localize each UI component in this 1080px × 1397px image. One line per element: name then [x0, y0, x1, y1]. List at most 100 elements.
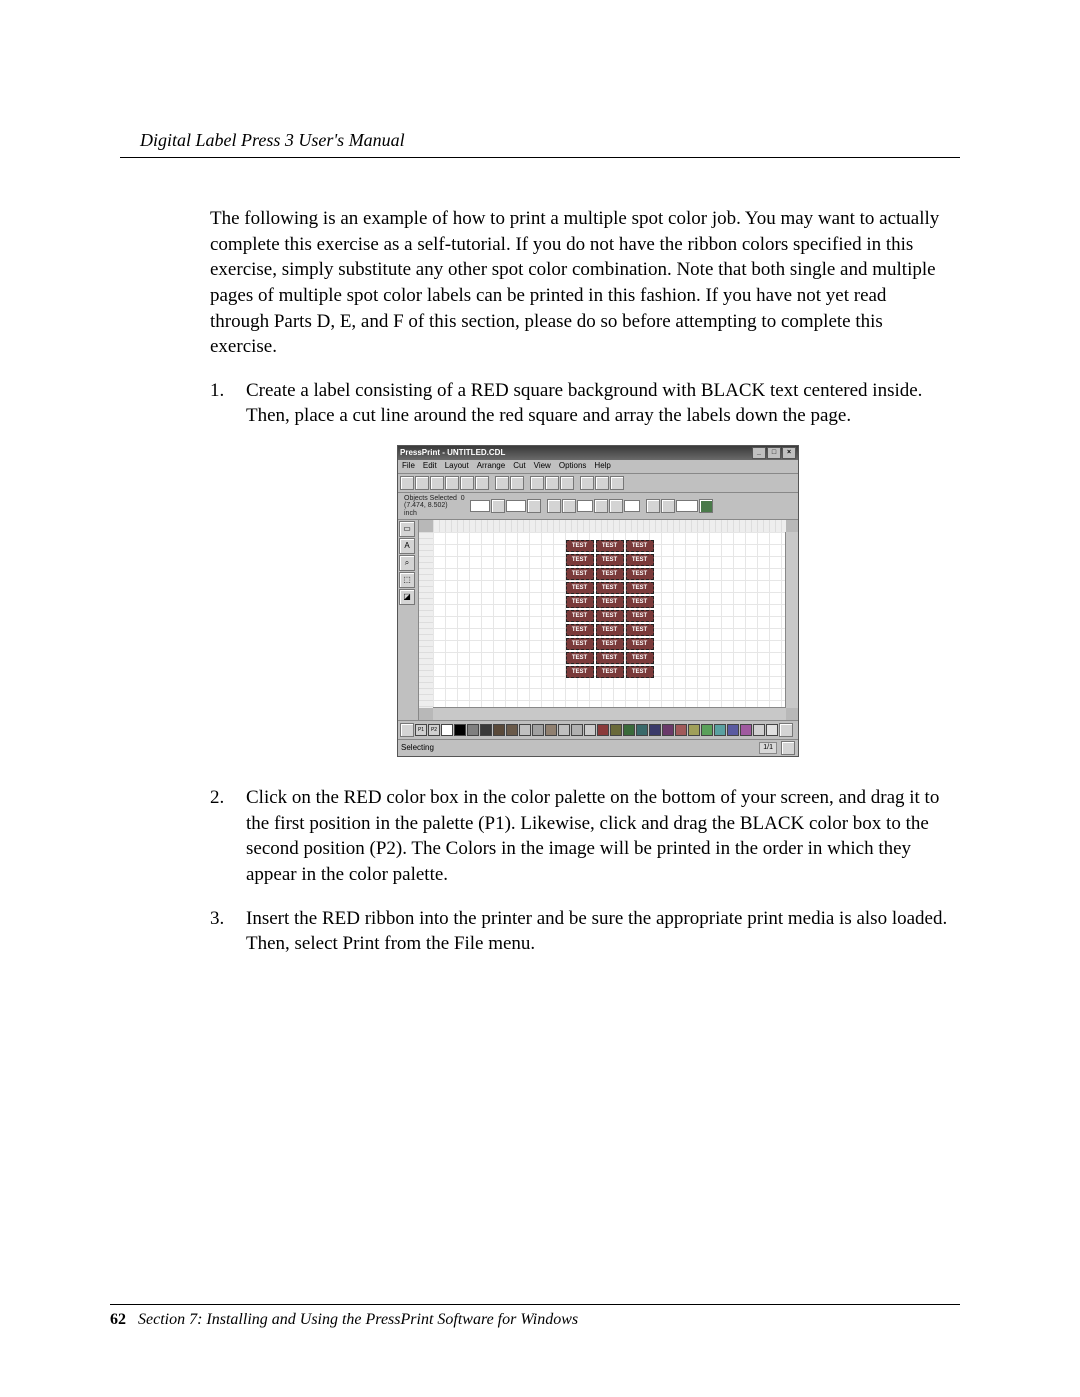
lock-icon[interactable]	[646, 499, 660, 513]
test-label[interactable]: TEST	[626, 638, 654, 650]
tool-print-icon[interactable]	[445, 476, 459, 490]
color-swatch[interactable]	[493, 724, 505, 736]
color-swatch[interactable]	[675, 724, 687, 736]
test-label[interactable]: TEST	[626, 568, 654, 580]
tool-select-icon[interactable]: ▭	[399, 521, 415, 537]
align-center-icon[interactable]	[562, 499, 576, 513]
close-button[interactable]: ×	[782, 447, 796, 459]
color-swatch[interactable]	[701, 724, 713, 736]
color-swatch[interactable]	[727, 724, 739, 736]
tool-snap-icon[interactable]	[595, 476, 609, 490]
spin-up-icon[interactable]	[491, 499, 505, 513]
menu-view[interactable]: View	[534, 461, 551, 472]
palette-slot[interactable]: P2	[428, 724, 440, 736]
tool-shape-icon[interactable]: ◪	[399, 589, 415, 605]
test-label[interactable]: TEST	[626, 582, 654, 594]
test-label[interactable]: TEST	[596, 596, 624, 608]
color-swatch[interactable]	[584, 724, 596, 736]
scrollbar-vertical[interactable]	[785, 532, 798, 708]
minimize-button[interactable]: _	[752, 447, 766, 459]
color-swatch[interactable]	[545, 724, 557, 736]
tool-text-icon[interactable]: A	[399, 538, 415, 554]
color-swatch[interactable]	[454, 724, 466, 736]
align-left-icon[interactable]	[547, 499, 561, 513]
test-label[interactable]: TEST	[566, 610, 594, 622]
menu-layout[interactable]: Layout	[445, 461, 469, 472]
palette-scroll-left-icon[interactable]	[400, 723, 414, 737]
color-swatch[interactable]	[740, 724, 752, 736]
tool-rect-icon[interactable]: ⬚	[399, 572, 415, 588]
test-label[interactable]: TEST	[626, 596, 654, 608]
test-label[interactable]: TEST	[566, 582, 594, 594]
tool-align-icon[interactable]	[610, 476, 624, 490]
tool-zoomout-icon[interactable]	[530, 476, 544, 490]
color-swatch[interactable]	[519, 724, 531, 736]
h-field[interactable]	[624, 500, 640, 512]
group-icon[interactable]	[661, 499, 675, 513]
menu-arrange[interactable]: Arrange	[477, 461, 505, 472]
test-label[interactable]: TEST	[566, 596, 594, 608]
color-swatch[interactable]	[532, 724, 544, 736]
test-label[interactable]: TEST	[566, 666, 594, 678]
color-swatch[interactable]	[480, 724, 492, 736]
color-swatch[interactable]	[662, 724, 674, 736]
color-swatch[interactable]	[753, 724, 765, 736]
color-swatch[interactable]	[623, 724, 635, 736]
test-label[interactable]: TEST	[596, 568, 624, 580]
tool-redo-icon[interactable]	[510, 476, 524, 490]
test-label[interactable]: TEST	[566, 568, 594, 580]
rotate-field[interactable]	[676, 500, 698, 512]
palette-scroll-right-icon[interactable]	[779, 723, 793, 737]
x-field[interactable]	[470, 500, 490, 512]
y-field[interactable]	[506, 500, 526, 512]
color-swatch[interactable]	[597, 724, 609, 736]
test-label[interactable]: TEST	[626, 610, 654, 622]
test-label[interactable]: TEST	[566, 652, 594, 664]
menu-file[interactable]: File	[402, 461, 415, 472]
menu-options[interactable]: Options	[559, 461, 587, 472]
scrollbar-horizontal[interactable]	[433, 707, 786, 720]
tool-zoomfit-icon[interactable]	[545, 476, 559, 490]
test-label[interactable]: TEST	[596, 624, 624, 636]
tool-new-icon[interactable]	[400, 476, 414, 490]
spin-down-icon[interactable]	[527, 499, 541, 513]
palette-slot[interactable]: P1	[415, 724, 427, 736]
tool-grid-icon[interactable]	[580, 476, 594, 490]
test-label[interactable]: TEST	[626, 540, 654, 552]
canvas[interactable]: TESTTESTTESTTESTTESTTESTTESTTESTTESTTEST…	[433, 532, 786, 708]
menu-cut[interactable]: Cut	[513, 461, 525, 472]
tool-cut-icon[interactable]	[460, 476, 474, 490]
color-swatch[interactable]	[558, 724, 570, 736]
color-swatch[interactable]	[688, 724, 700, 736]
color-swatch[interactable]	[714, 724, 726, 736]
test-label[interactable]: TEST	[566, 554, 594, 566]
test-label[interactable]: TEST	[596, 638, 624, 650]
test-label[interactable]: TEST	[566, 624, 594, 636]
menu-help[interactable]: Help	[594, 461, 610, 472]
tool-zoomin-icon[interactable]	[560, 476, 574, 490]
tool-copy-icon[interactable]	[475, 476, 489, 490]
test-label[interactable]: TEST	[596, 540, 624, 552]
menu-edit[interactable]: Edit	[423, 461, 437, 472]
test-label[interactable]: TEST	[566, 638, 594, 650]
tool-zoom-icon[interactable]: ⌕	[399, 555, 415, 571]
status-next-icon[interactable]	[781, 741, 795, 755]
w-field[interactable]	[577, 500, 593, 512]
test-label[interactable]: TEST	[596, 666, 624, 678]
test-label[interactable]: TEST	[596, 652, 624, 664]
tool-undo-icon[interactable]	[495, 476, 509, 490]
test-label[interactable]: TEST	[596, 582, 624, 594]
test-label[interactable]: TEST	[596, 554, 624, 566]
test-label[interactable]: TEST	[626, 554, 654, 566]
test-label[interactable]: TEST	[626, 624, 654, 636]
test-label[interactable]: TEST	[626, 652, 654, 664]
color-swatch[interactable]	[506, 724, 518, 736]
color-swatch[interactable]	[441, 724, 453, 736]
tool-save-icon[interactable]	[430, 476, 444, 490]
align-right-icon[interactable]	[594, 499, 608, 513]
color-swatch[interactable]	[610, 724, 622, 736]
test-label[interactable]: TEST	[596, 610, 624, 622]
apply-icon[interactable]	[699, 499, 713, 513]
tool-open-icon[interactable]	[415, 476, 429, 490]
color-swatch[interactable]	[766, 724, 778, 736]
